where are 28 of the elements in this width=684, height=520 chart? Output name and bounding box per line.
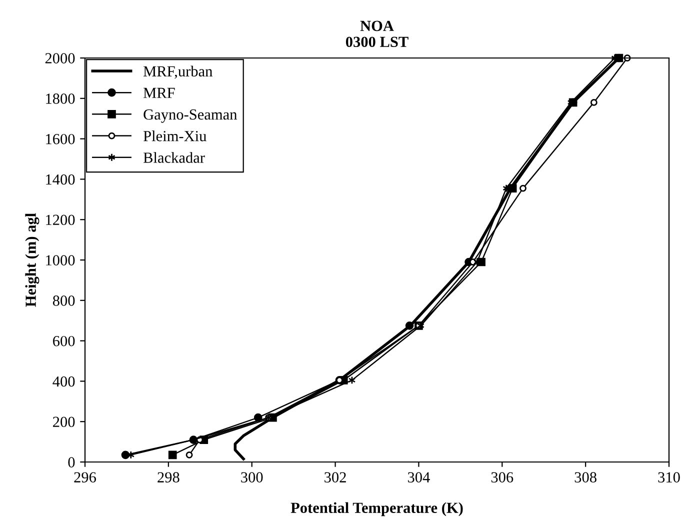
y-tick-label: 1600 (46, 134, 75, 144)
y-tick-label: 600 (53, 336, 75, 346)
y-tick-label: 200 (53, 416, 75, 428)
x-tick-label: 306 (491, 472, 514, 482)
x-tick-label: 296 (74, 472, 96, 482)
x-axis-title: Potential Temperature (K) (290, 502, 463, 516)
y-axis-title: Height (m) agl (25, 213, 40, 307)
y-tick-label: 1000 (46, 255, 75, 266)
chart-subtitle: 0300 LST (346, 36, 408, 48)
x-tick-label: 300 (241, 472, 263, 482)
legend-label: Blackadar (143, 152, 205, 163)
y-tick-label: 0 (68, 457, 75, 468)
legend-label: MRF,urban (143, 66, 212, 79)
legend-label: Pleim-Xiu (143, 130, 206, 142)
x-tick-label: 298 (158, 472, 180, 482)
y-tick-label: 400 (52, 376, 75, 387)
y-tick-label: 2000 (45, 53, 75, 64)
legend-label: Gayno-Seaman (144, 109, 238, 123)
x-tick-label: 308 (574, 472, 596, 482)
chart-title: NOA (360, 20, 394, 32)
y-tick-label: 1400 (46, 174, 75, 185)
y-tick-label: 1200 (46, 214, 75, 226)
legend-label: MRF (143, 88, 175, 98)
x-tick-label: 302 (324, 472, 346, 482)
x-tick-label: 304 (408, 472, 430, 482)
x-tick-label: 310 (658, 472, 680, 482)
y-tick-label: 1800 (46, 94, 75, 104)
y-tick-label: 800 (52, 296, 75, 306)
